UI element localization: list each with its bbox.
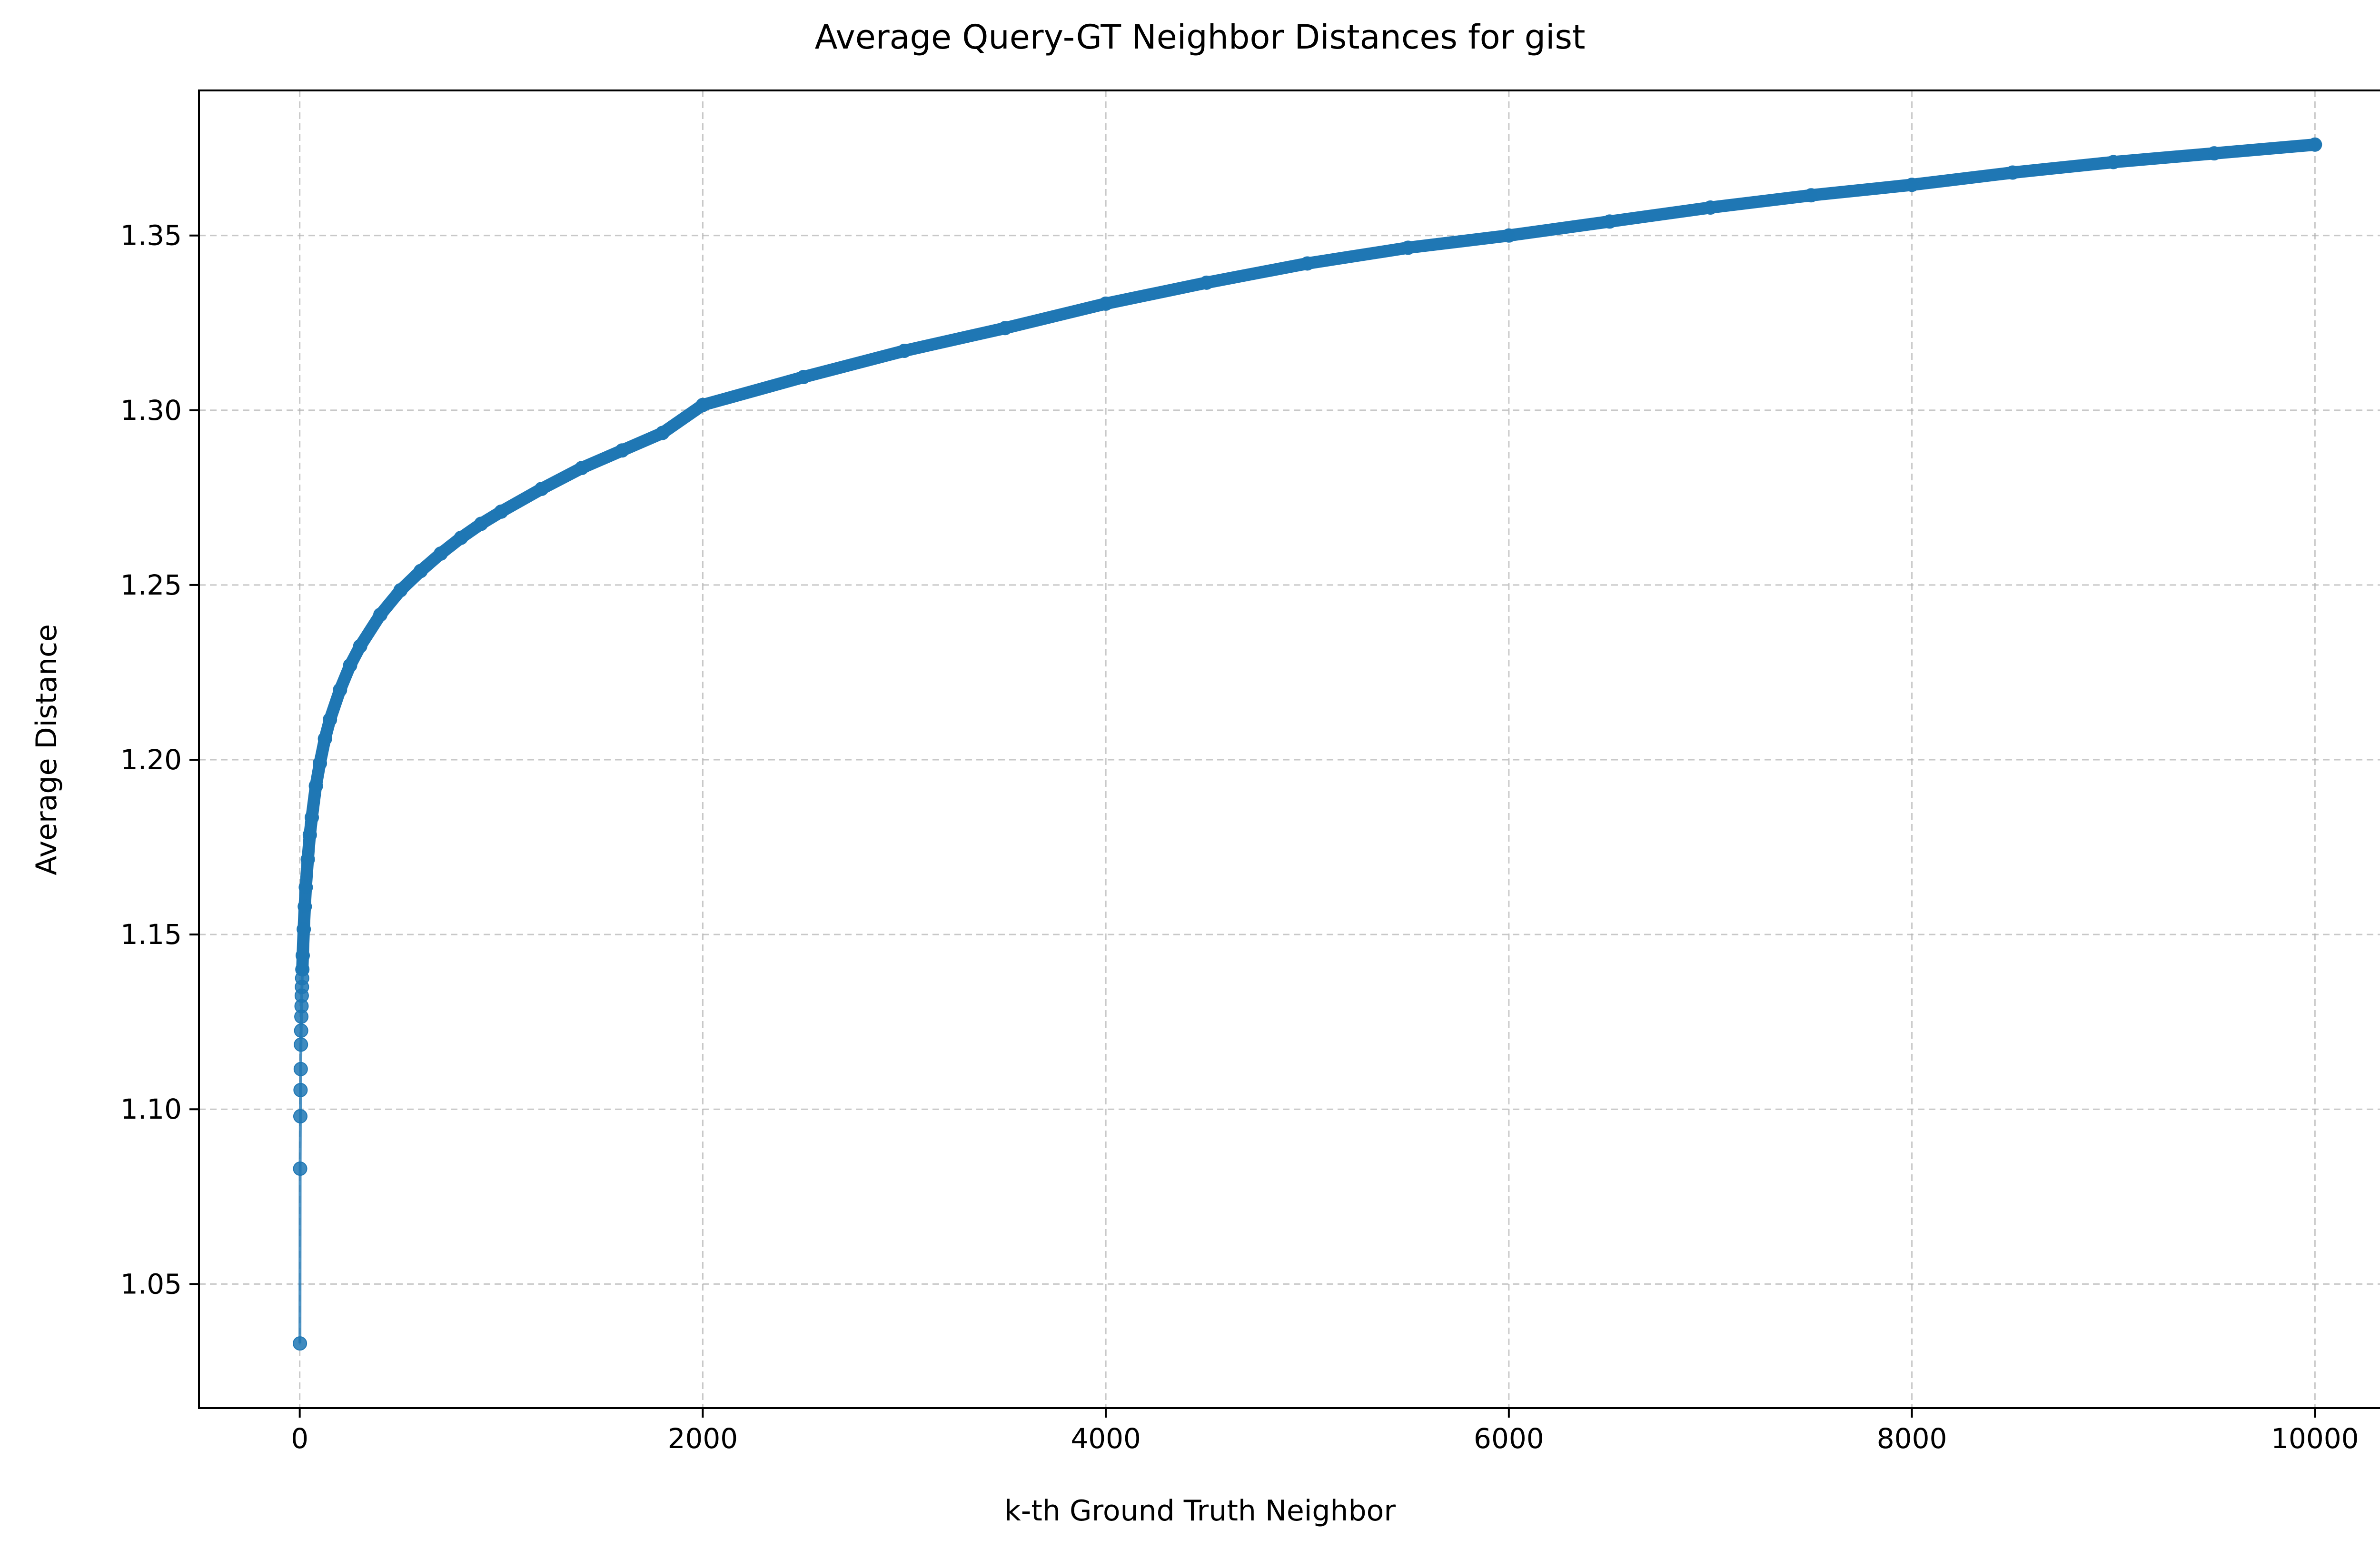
grid: [199, 90, 2380, 1408]
data-point: [317, 731, 332, 746]
data-point: [1703, 200, 1718, 215]
data-point: [494, 504, 509, 519]
data-point: [575, 460, 589, 475]
data-point: [294, 1023, 308, 1038]
data-point: [305, 810, 319, 825]
data-point: [695, 397, 710, 412]
x-tick-label: 10000: [2271, 1422, 2359, 1455]
data-point: [2005, 165, 2020, 180]
data-point: [393, 583, 408, 597]
data-point: [1401, 240, 1416, 255]
data-point: [1904, 178, 1919, 192]
data-point: [293, 1062, 308, 1076]
data-point: [2207, 146, 2221, 161]
data-point: [1099, 296, 1113, 311]
data-point: [302, 827, 317, 842]
data-point: [295, 962, 310, 977]
y-tick-label: 1.10: [120, 1093, 182, 1125]
x-tick-label: 8000: [1877, 1422, 1947, 1455]
data-point: [1501, 228, 1516, 243]
data-point: [313, 756, 327, 771]
x-axis-label: k-th Ground Truth Neighbor: [1004, 1494, 1396, 1528]
chart-title: Average Query-GT Neighbor Distances for …: [815, 18, 1586, 57]
data-point: [297, 922, 311, 937]
data-point: [293, 1162, 307, 1176]
data-point: [298, 899, 312, 914]
data-point: [1199, 275, 1214, 290]
y-tick-label: 1.15: [120, 918, 182, 951]
data-point: [296, 948, 310, 963]
data-point: [454, 530, 468, 545]
data-point: [2106, 155, 2121, 169]
data-point: [2308, 137, 2322, 152]
data-point: [293, 1336, 307, 1351]
data-point: [323, 712, 337, 727]
data-point: [413, 564, 428, 578]
x-tick-label: 4000: [1071, 1422, 1141, 1455]
data-point: [294, 1037, 308, 1052]
data-point: [300, 852, 315, 867]
data-point: [298, 880, 313, 895]
axes: [198, 89, 2380, 1409]
y-axis-label: Average Distance: [30, 624, 63, 875]
axes-frame: [198, 89, 2380, 1409]
data-point: [796, 370, 811, 385]
data-point: [655, 426, 670, 440]
data-point: [1804, 188, 1818, 203]
data-point: [333, 683, 347, 697]
data-point: [897, 343, 912, 358]
data-point: [308, 779, 323, 794]
data-point: [474, 516, 488, 531]
data-point: [353, 639, 367, 654]
data-point: [1300, 256, 1315, 271]
x-tick-label: 6000: [1474, 1422, 1544, 1455]
y-tick-label: 1.35: [120, 219, 182, 252]
y-tick-label: 1.20: [120, 744, 182, 776]
data-point: [534, 482, 549, 496]
data-point: [373, 607, 388, 622]
x-tick-label: 2000: [668, 1422, 738, 1455]
y-tick-label: 1.25: [120, 569, 182, 601]
plot-area: [199, 90, 2380, 1408]
data-point: [293, 1082, 308, 1097]
y-tick-label: 1.05: [120, 1268, 182, 1300]
ticks: 0 2000 4000 6000 8000 10000 1.05 1.10 1.15 1.20 1.…: [120, 219, 2359, 1455]
data-point: [293, 1109, 307, 1123]
data-point: [1602, 214, 1617, 229]
data-point: [998, 321, 1012, 336]
data-point: [434, 546, 448, 561]
series-layer: [293, 137, 2322, 1351]
x-tick-label: 0: [291, 1422, 308, 1455]
data-point: [615, 443, 630, 458]
data-point: [343, 658, 357, 673]
y-tick-label: 1.30: [120, 394, 182, 427]
